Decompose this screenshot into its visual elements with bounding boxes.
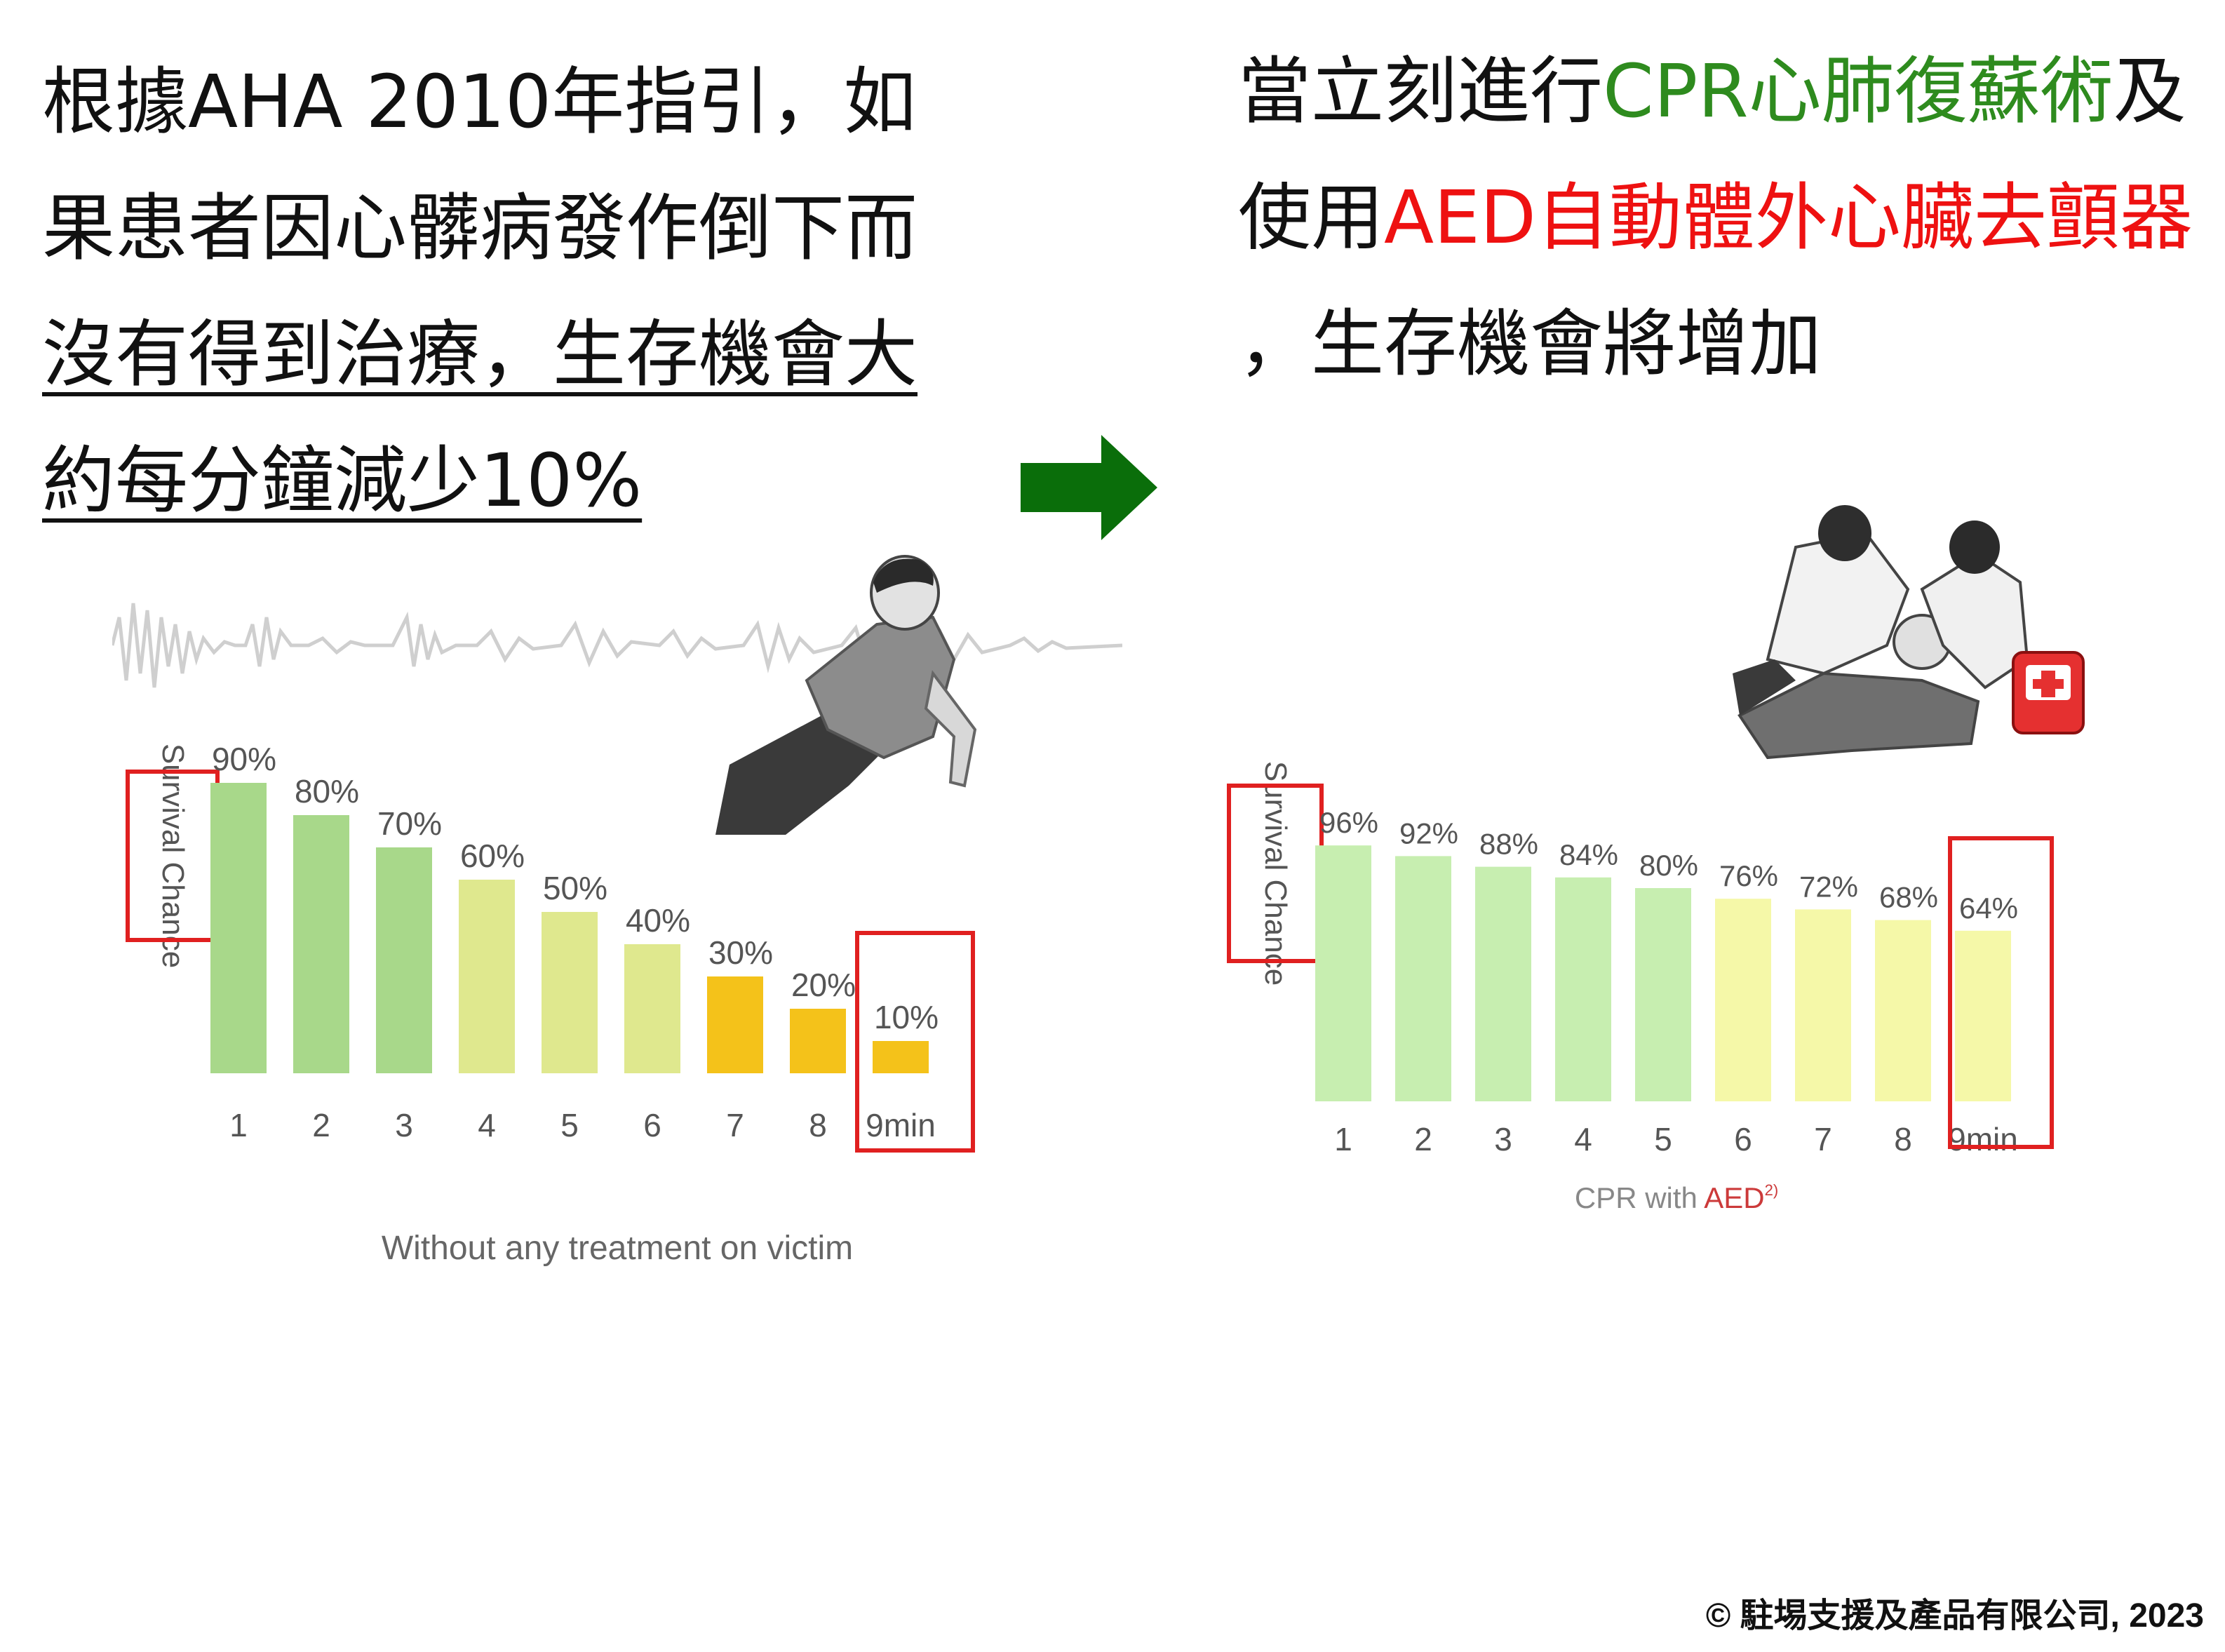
collapsing-person-icon [715,555,977,835]
right-line-1-end: 及 [2113,48,2186,134]
bar-1 [210,783,267,1073]
value-label-2: 92% [1399,817,1458,849]
bar-9min [1955,930,2011,1101]
category-label-2: 2 [312,1107,330,1143]
cpr-aed-rescuers-icon [1733,505,2085,760]
x-axis-label: Without any treatment on victim [382,1230,853,1267]
right-arrow-icon [1021,435,1157,540]
value-label-8: 68% [1879,881,1938,914]
value-label-1: 96% [1319,806,1378,839]
value-label-5: 50% [543,870,607,906]
value-label-7: 30% [708,934,773,971]
category-label-7: 7 [726,1107,744,1143]
left-line-1: 根據AHA 2010年指引，如 [42,59,917,145]
category-label-7: 7 [1814,1121,1832,1157]
category-label-9min: 9min [866,1107,936,1143]
cpr-highlight: CPR心肺復蘇術 [1603,48,2113,134]
value-label-7: 72% [1799,870,1858,903]
category-label-8: 8 [1894,1121,1912,1157]
value-label-6: 76% [1719,859,1778,892]
value-label-8: 20% [791,967,856,1003]
right-line-1-start: 當立刻進行 [1238,48,1604,134]
bar-8 [1875,920,1931,1101]
bar-3 [376,847,432,1073]
value-label-2: 80% [295,773,359,810]
chart-without-treatment: Survival Chance 90% 1 80% 2 70% 3 60% 4 50% 5 40% 6 3… [105,737,1031,1284]
category-label-6: 6 [1734,1121,1752,1157]
bar-4 [1555,877,1611,1101]
y-axis-label: Survival Chance [1258,761,1293,986]
category-label-4: 4 [478,1107,496,1143]
chart-without-treatment-svg: Survival Chance 90% 1 80% 2 70% 3 60% 4 50% 5 40% 6 3… [126,741,975,1267]
value-label-5: 80% [1639,849,1698,882]
value-label-6: 40% [626,902,690,939]
right-statement: 當立刻進行CPR心肺復蘇術及 使用AED自動體外心臟去顫器 ，生存機會將增加 [1238,28,2206,407]
bar-6 [1715,899,1771,1101]
value-label-1: 90% [212,741,276,777]
x-axis-label: CPR with AED2) [1575,1181,1778,1214]
bar-4 [459,880,515,1073]
left-line-3: 沒有得到治療，生存機會大 [42,311,918,397]
value-label-3: 70% [377,805,442,842]
right-line-2-start: 使用 [1238,175,1385,260]
aed-highlight: AED自動體外心臟去顫器 [1384,175,2193,260]
category-label-6: 6 [643,1107,661,1143]
category-label-1: 1 [229,1107,248,1143]
bar-2 [1395,856,1451,1101]
y-axis-label: Survival Chance [156,744,190,968]
category-label-2: 2 [1414,1121,1432,1157]
value-label-4: 84% [1559,838,1618,871]
left-statement: 根據AHA 2010年指引，如 果患者因心髒病發作倒下而 沒有得到治療，生存機會… [42,39,975,544]
category-label-5: 5 [1654,1121,1672,1157]
last-bar-highlight-box [855,931,975,1153]
right-line-3: ，生存機會將增加 [1238,301,1822,387]
value-label-3: 88% [1479,828,1538,861]
value-label-9min: 10% [874,999,939,1035]
copyright-footer: © 駐埸支援及產品有限公司, 2023 [1705,1597,2204,1634]
category-label-5: 5 [560,1107,579,1143]
left-line-2: 果患者因心髒病發作倒下而 [42,185,918,271]
category-label-4: 4 [1574,1121,1592,1157]
left-line-4: 約每分鐘減少10% [42,438,643,523]
bar-8 [790,1009,846,1073]
bar-6 [624,944,680,1073]
bar-7 [707,976,763,1073]
category-label-3: 3 [395,1107,413,1143]
bar-5 [1635,888,1691,1101]
category-label-9min: 9min [1948,1121,2018,1157]
bar-9min [873,1041,929,1073]
category-label-3: 3 [1494,1121,1512,1157]
value-label-9min: 64% [1959,892,2018,925]
bar-3 [1475,866,1531,1101]
value-label-4: 60% [460,838,525,874]
category-label-8: 8 [809,1107,827,1143]
chart-cpr-with-aed-svg: Survival Chance 96% 1 92% 2 88% 3 84% 4 80% 5 76% 6 7… [1227,761,2054,1214]
bar-2 [293,815,349,1073]
chart-cpr-with-aed: Survival Chance 96% 1 92% 2 88% 3 84% 4 80% 5 76% 6 7… [1221,744,2132,1235]
bar-1 [1315,845,1371,1101]
bar-5 [542,912,598,1073]
bar-7 [1795,909,1851,1101]
last-bar-highlight-box [1948,836,2054,1149]
category-label-1: 1 [1334,1121,1352,1157]
